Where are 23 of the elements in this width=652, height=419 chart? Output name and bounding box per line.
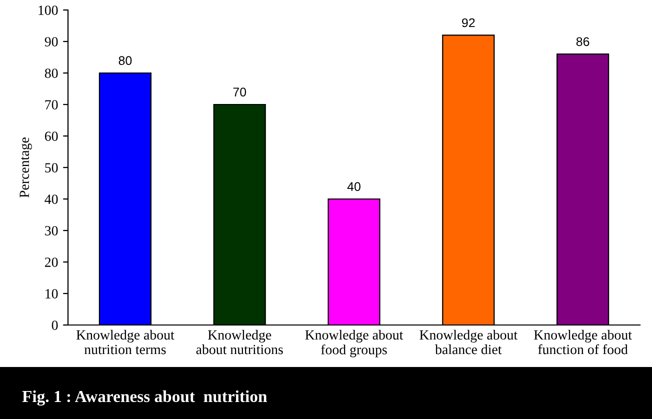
x-tick-label: Knowledge about nutrition terms xyxy=(76,330,174,354)
y-tick-label: 60 xyxy=(44,132,58,141)
x-tick-label: Knowledge about nutritions xyxy=(196,330,283,354)
text: Fig. 1 : Awareness about nutrition xyxy=(22,390,267,406)
y-tick-label: 40 xyxy=(44,194,58,204)
y-tick-label: 20 xyxy=(45,258,58,267)
y-tick-label: 50 xyxy=(45,163,58,172)
y-tick-label: 100 xyxy=(38,6,58,15)
y-tick-label: 80 xyxy=(44,68,58,78)
y-axis-title: Percentage xyxy=(20,138,32,198)
data-label: 70 xyxy=(233,88,246,96)
data-label: 40 xyxy=(347,182,360,191)
y-tick-label: 90 xyxy=(44,37,58,46)
x-tick-label: Knowledge about food groups xyxy=(305,330,404,358)
y-tick-label: 70 xyxy=(45,100,58,110)
y-tick-label: 0 xyxy=(52,320,58,330)
data-label: 80 xyxy=(118,56,132,65)
data-label: 92 xyxy=(462,18,475,28)
data-label: 86 xyxy=(576,37,590,46)
y-tick-label: 10 xyxy=(46,289,58,298)
y-tick-label: 30 xyxy=(45,226,58,236)
x-tick-label: Knowledge about function of food xyxy=(534,330,632,354)
x-tick-label: Knowledge about balance diet xyxy=(420,330,518,354)
